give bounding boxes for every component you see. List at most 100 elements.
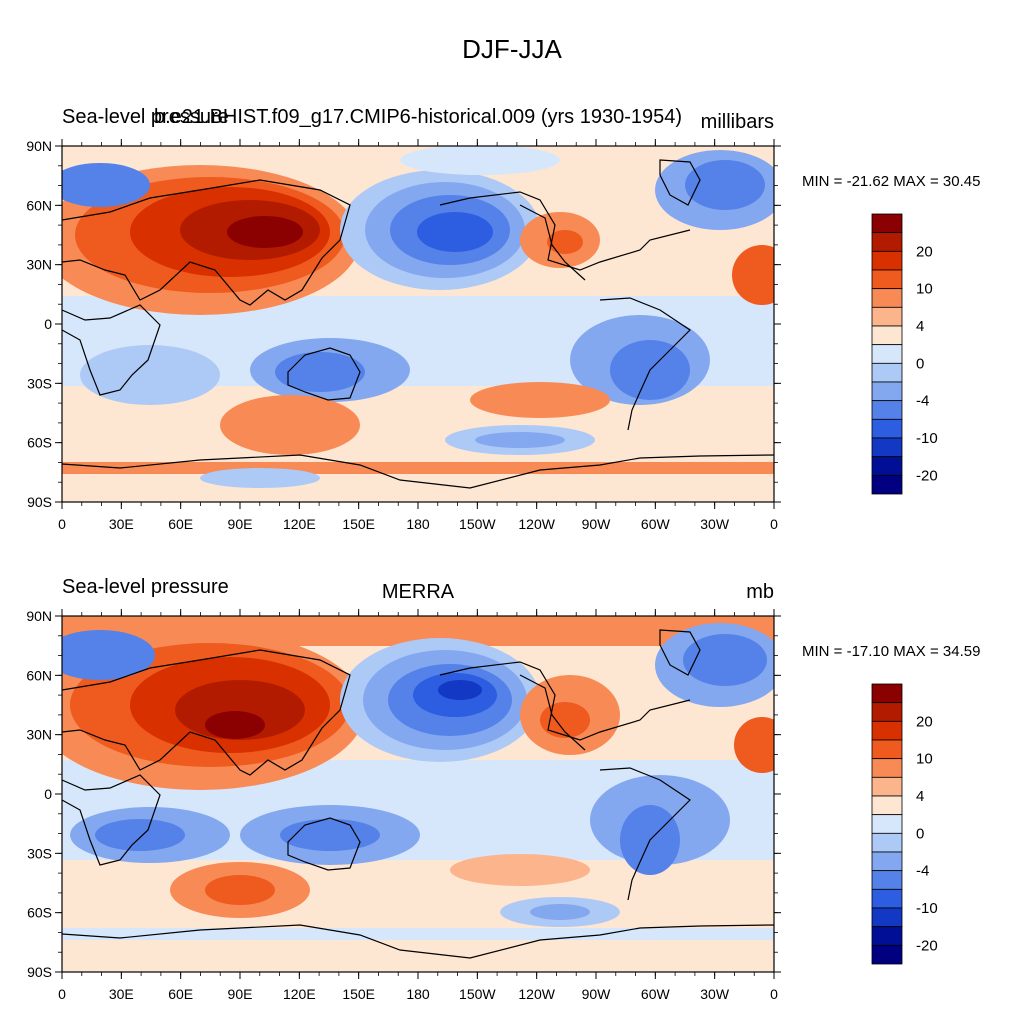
colorbar-label: 0 [916,825,924,842]
lat-tick-label: 60S [27,435,52,451]
panel-center-title: b.e21.BHIST.f09_g17.CMIP6-historical.009… [154,106,682,128]
colorbar-swatch [871,456,903,476]
colorbar-label: 20 [916,713,933,730]
colorbar-swatch [871,250,903,271]
lon-tick-label: 90E [228,986,253,1002]
lat-tick-label: 90S [27,964,52,980]
lon-tick-label: 150W [459,516,496,532]
lon-tick-label: 120E [283,986,316,1002]
colorbar-swatch [871,362,903,383]
lat-tick-label: 90N [26,138,52,154]
map-panel-model: Sea-level pressure b.e21.BHIST.f09_g17.C… [26,106,980,532]
colorbar-swatch [871,325,903,346]
panel-units: millibars [701,111,774,133]
lat-tick-label: 60N [26,667,52,683]
lat-tick-label: 30S [27,845,52,861]
coastlines [62,629,774,959]
lon-tick-label: 60E [168,516,193,532]
colorbar-swatch [871,832,903,853]
lat-tick-label: 90N [26,608,52,624]
panel-center-title: MERRA [382,581,455,603]
panel-left-title: Sea-level pressure [62,576,229,598]
colorbar-swatch [871,926,903,946]
colorbar-swatch [871,683,903,704]
coastlines [62,159,774,489]
lon-tick-label: 180 [406,986,430,1002]
contour-field [62,616,774,972]
colorbar: 20 10 4 0 -4 -10 -20 [871,683,938,965]
colorbar-swatch [871,381,903,402]
lat-tick-label: 60S [27,905,52,921]
lon-tick-label: 90E [228,516,253,532]
lon-tick-label: 30E [109,986,134,1002]
colorbar-label: 10 [916,281,933,298]
figure-title: DJF-JJA [462,34,562,64]
lon-tick-label: 60W [641,516,671,532]
colorbar-swatch [871,795,903,816]
colorbar-swatch [871,814,903,834]
panel-units: mb [746,581,774,603]
colorbar-swatch [871,907,903,928]
lon-tick-label: 60W [641,986,671,1002]
lon-tick-label: 150E [342,516,375,532]
axis-ticks: 90N 60N 30N 0 30S 60S 90S 0 30E 60E 90E 120E 150E 180… [26,138,781,532]
colorbar-swatch [871,288,903,308]
colorbar-swatch [871,758,903,778]
colorbar-swatch [871,888,903,909]
colorbar-label: -20 [916,937,938,954]
colorbar-swatch [871,418,903,439]
min-max-stats: MIN = -21.62 MAX = 30.45 [802,173,980,190]
map-panel-obs: Sea-level pressure MERRA mb [26,576,980,1002]
lon-tick-label: 120E [283,516,316,532]
lon-tick-label: 0 [58,986,66,1002]
colorbar-label: -4 [916,863,929,880]
lat-tick-label: 30N [26,727,52,743]
min-max-stats: MIN = -17.10 MAX = 34.59 [802,643,980,660]
colorbar-swatch [871,776,903,797]
colorbar-label: -10 [916,430,938,447]
lon-tick-label: 150W [459,986,496,1002]
lon-tick-label: 120W [518,986,555,1002]
colorbar-swatch [871,437,903,458]
lon-tick-label: 30E [109,516,134,532]
lat-tick-label: 30S [27,375,52,391]
panel-left-title: Sea-level pressure [62,106,229,128]
colorbar-swatch [871,400,903,420]
colorbar-swatch [871,870,903,890]
colorbar-swatch [871,232,903,252]
colorbar-swatch [871,851,903,872]
colorbar-swatch [871,702,903,722]
colorbar-label: 20 [916,243,933,260]
colorbar-label: -20 [916,467,938,484]
lon-tick-label: 30W [700,516,730,532]
lon-tick-label: 0 [58,516,66,532]
lon-tick-label: 0 [770,516,778,532]
lat-tick-label: 0 [44,786,52,802]
colorbar-swatch [871,344,903,364]
colorbar-swatch [871,306,903,327]
colorbar-swatch [871,944,903,965]
axis-ticks: 90N 60N 30N 0 30S 60S 90S 0 30E 60E 90E 120E 150E 180… [26,608,781,1002]
lon-tick-label: 90W [582,986,612,1002]
colorbar-swatch [871,739,903,760]
colorbar: 20 10 4 0 -4 -10 -20 [871,213,938,495]
colorbar-label: 4 [916,318,924,335]
lon-tick-label: 90W [582,516,612,532]
lon-tick-label: 180 [406,516,430,532]
lon-tick-label: 0 [770,986,778,1002]
lat-tick-label: 30N [26,257,52,273]
colorbar-swatch [871,213,903,234]
lat-tick-label: 60N [26,197,52,213]
colorbar-label: 4 [916,788,924,805]
lon-tick-label: 150E [342,986,375,1002]
colorbar-label: -4 [916,393,929,410]
colorbar-label: 10 [916,751,933,768]
colorbar-label: -10 [916,900,938,917]
lat-tick-label: 90S [27,494,52,510]
lon-tick-label: 60E [168,986,193,1002]
lon-tick-label: 30W [700,986,730,1002]
colorbar-swatch [871,474,903,495]
colorbar-label: 0 [916,355,924,372]
colorbar-swatch [871,720,903,741]
